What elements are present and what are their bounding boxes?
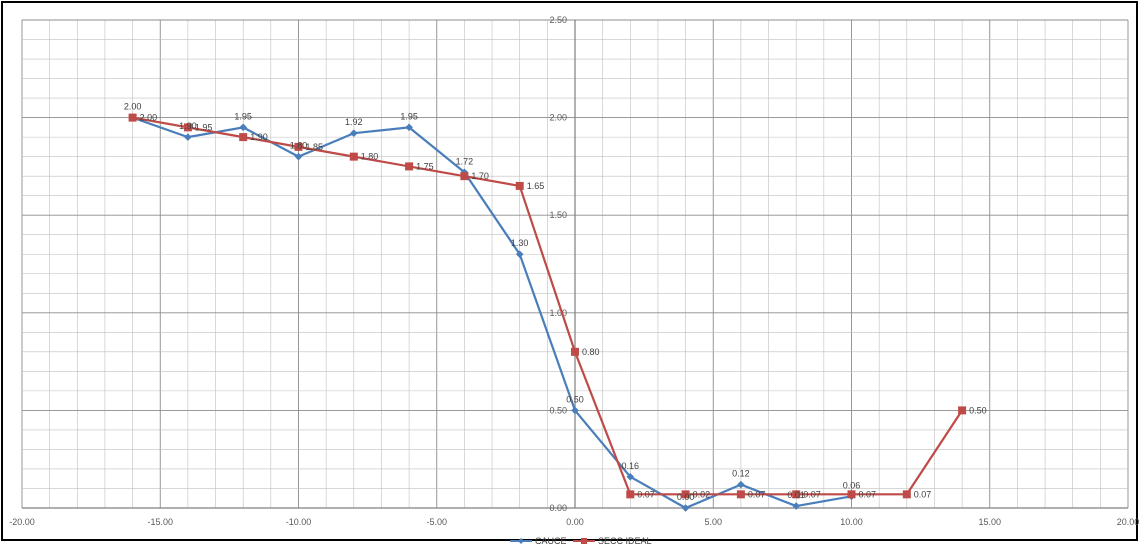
plot-series bbox=[128, 113, 967, 512]
secc-ideal-point bbox=[681, 490, 690, 499]
secc-ideal-point bbox=[460, 172, 469, 181]
data-labels: 2.001.901.951.801.921.951.721.300.500.16… bbox=[124, 102, 987, 502]
cauce-data-label: 1.95 bbox=[234, 111, 252, 121]
x-tick-label: 0.00 bbox=[566, 517, 584, 527]
x-tick-label: -10.00 bbox=[286, 517, 312, 527]
cauce-point bbox=[737, 480, 745, 489]
secc-ideal-point bbox=[958, 406, 967, 415]
secc-ideal-point bbox=[239, 133, 248, 142]
cauce-legend-label: CAUCE bbox=[535, 536, 567, 545]
cauce-legend-marker bbox=[518, 538, 524, 544]
cauce-point bbox=[405, 123, 413, 132]
cauce-data-label: 0.12 bbox=[732, 469, 750, 479]
x-tick-label: -5.00 bbox=[426, 517, 447, 527]
secc-ideal-point bbox=[736, 490, 745, 499]
secc-ideal-data-label: 0.50 bbox=[969, 405, 987, 415]
x-tick-labels: -20.00 -15.00 -10.00 -5.00 0.00 5.00 10.00 15.0… bbox=[9, 517, 1139, 527]
y-tick-label: 2.50 bbox=[549, 15, 567, 25]
secc-ideal-point bbox=[792, 490, 801, 499]
y-tick-label: 0.50 bbox=[549, 405, 567, 415]
x-tick-label: -20.00 bbox=[9, 517, 35, 527]
cauce-data-label: 1.90 bbox=[179, 121, 197, 131]
cauce-series-line bbox=[132, 116, 852, 510]
y-tick-labels: 0.00 0.50 1.00 1.50 2.00 2.50 bbox=[549, 15, 567, 513]
cauce-point bbox=[515, 250, 524, 259]
x-tick-label: 10.00 bbox=[840, 517, 863, 527]
secc-ideal-data-label: 0.07 bbox=[803, 489, 821, 499]
secc-ideal-data-label: 0.02 bbox=[693, 489, 711, 499]
cauce-point bbox=[571, 406, 579, 415]
cauce-point bbox=[294, 152, 303, 161]
secc-ideal-series-line bbox=[132, 116, 964, 496]
secc-ideal-point bbox=[349, 152, 358, 161]
cauce-data-label: 0.50 bbox=[566, 394, 584, 404]
secc-ideal-point bbox=[626, 490, 635, 499]
x-tick-label: 20.00 bbox=[1117, 517, 1140, 527]
secc-ideal-point bbox=[405, 162, 414, 171]
cauce-data-label: 1.95 bbox=[400, 111, 418, 121]
secc-ideal-legend-label: SECC IDEAL bbox=[598, 536, 652, 545]
secc-ideal-data-label: 1.65 bbox=[527, 181, 545, 191]
secc-ideal-point bbox=[128, 113, 137, 122]
secc-ideal-data-label: 1.70 bbox=[471, 171, 489, 181]
secc-ideal-point bbox=[902, 490, 911, 499]
secc-ideal-data-label: 0.80 bbox=[582, 347, 600, 357]
axes bbox=[22, 20, 1128, 509]
secc-ideal-data-label: 0.07 bbox=[859, 489, 877, 499]
cauce-point bbox=[681, 504, 690, 512]
y-tick-label: 1.00 bbox=[549, 308, 567, 318]
secc-ideal-data-label: 2.00 bbox=[140, 113, 158, 123]
secc-ideal-point bbox=[183, 123, 192, 132]
cauce-data-label: 2.00 bbox=[124, 102, 142, 112]
secc-ideal-data-label: 0.07 bbox=[914, 489, 932, 499]
y-tick-label: 1.50 bbox=[549, 210, 567, 220]
cauce-point bbox=[239, 123, 247, 132]
secc-ideal-data-label: 1.90 bbox=[250, 132, 268, 142]
cauce-point bbox=[350, 129, 358, 138]
secc-ideal-data-label: 0.07 bbox=[637, 489, 655, 499]
cauce-data-label: 0.00 bbox=[677, 492, 695, 502]
secc-ideal-point bbox=[847, 490, 856, 499]
y-tick-label: 2.00 bbox=[549, 113, 567, 123]
secc-ideal-data-label: 1.80 bbox=[361, 152, 379, 162]
secc-ideal-data-label: 1.85 bbox=[306, 142, 324, 152]
x-tick-label: 5.00 bbox=[704, 517, 722, 527]
cauce-data-label: 1.92 bbox=[345, 117, 363, 127]
cauce-data-label: 0.06 bbox=[843, 480, 861, 490]
cauce-data-label: 0.16 bbox=[622, 461, 640, 471]
y-tick-label: 0.00 bbox=[549, 503, 567, 513]
secc-ideal-point bbox=[515, 181, 524, 190]
cauce-data-label: 0.01 bbox=[787, 490, 805, 500]
secc-ideal-data-label: 1.75 bbox=[416, 161, 434, 171]
secc-ideal-data-label: 1.95 bbox=[195, 122, 213, 132]
x-tick-label: 15.00 bbox=[978, 517, 1001, 527]
secc-ideal-legend-marker bbox=[581, 538, 587, 544]
x-tick-label: -15.00 bbox=[147, 517, 173, 527]
legend: CAUCE SECC IDEAL bbox=[510, 536, 652, 545]
secc-ideal-point bbox=[294, 142, 303, 151]
cauce-point bbox=[626, 472, 635, 481]
cauce-data-label: 1.72 bbox=[456, 156, 474, 166]
cauce-data-label: 1.30 bbox=[511, 238, 529, 248]
cauce-point bbox=[184, 133, 192, 141]
cauce-point bbox=[792, 502, 800, 510]
secc-ideal-data-label: 0.07 bbox=[748, 489, 766, 499]
secc-ideal-point bbox=[571, 347, 579, 356]
cauce-data-label: 1.80 bbox=[290, 141, 308, 151]
